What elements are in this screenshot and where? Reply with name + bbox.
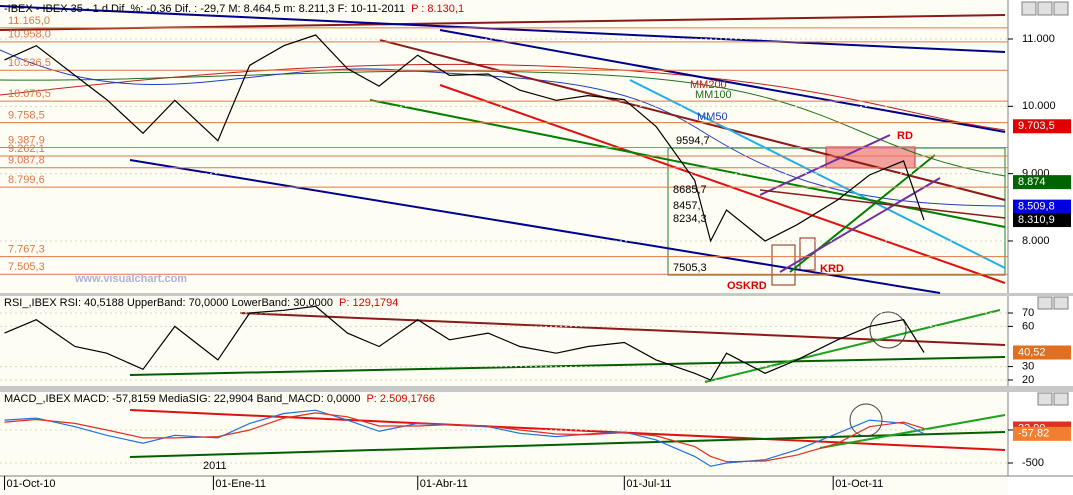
trendline xyxy=(759,189,1006,219)
trendline xyxy=(129,356,1006,376)
annotation: MM100 xyxy=(695,89,732,101)
x-tick-label: 01-Abr-11 xyxy=(420,478,468,490)
value-box-label: 40,52 xyxy=(1018,346,1046,358)
box xyxy=(799,237,816,271)
panel-title-p: P: 2.509,1766 xyxy=(366,393,435,405)
annotation: OSKRD xyxy=(727,280,767,292)
minimize-button[interactable] xyxy=(1021,1,1037,16)
x-tick-label: 01-Oct-10 xyxy=(7,478,56,490)
annotation: KRD xyxy=(820,263,844,275)
trendline xyxy=(129,431,1006,458)
trendline xyxy=(629,79,1006,269)
window-buttons xyxy=(1021,1,1069,406)
value-box xyxy=(1013,426,1071,441)
maximize-button[interactable] xyxy=(1037,392,1053,406)
level-label: 11.165,0 xyxy=(8,15,50,27)
panel-separator xyxy=(0,386,1073,392)
value-box-label: -57,82 xyxy=(1018,428,1049,440)
level-label: 9.087,8 xyxy=(8,155,45,167)
level-label: 10.536,5 xyxy=(8,57,51,69)
trendline xyxy=(819,414,1006,449)
close-button[interactable] xyxy=(1053,296,1069,310)
annotation: 8234,3 xyxy=(673,213,707,225)
panel-title-p: P: 129,1794 xyxy=(339,297,398,309)
value-box-label: 9.703,5 xyxy=(1018,120,1055,132)
close-button[interactable] xyxy=(1053,392,1069,406)
series-line xyxy=(4,412,925,463)
y-tick-label: 20 xyxy=(1022,374,1034,386)
value-box xyxy=(1013,175,1071,190)
close-button[interactable] xyxy=(1053,1,1069,16)
annotation: MM50 xyxy=(697,111,728,123)
trendline xyxy=(704,309,1001,383)
level-label: 8.799,6 xyxy=(8,174,45,186)
value-box xyxy=(1013,199,1071,214)
level-label: 9.262,1 xyxy=(8,143,45,155)
annotation: MM200 xyxy=(690,79,727,91)
trendline xyxy=(439,84,1006,284)
trendline xyxy=(759,134,891,196)
value-box-label: 8.310,9 xyxy=(1018,214,1055,226)
annotation: RD xyxy=(897,130,913,142)
panel-title: RSI_,IBEX RSI: 40,5188 UpperBand: 70,000… xyxy=(4,297,333,309)
annotation: www.visualchart.com xyxy=(74,273,187,285)
annotation: 9594,7 xyxy=(676,135,710,147)
panel-title: -IBEX - IBEX 35 - 1 d Dif. %: -0,36 Dif.… xyxy=(4,3,405,15)
y-tick-label: 70 xyxy=(1022,307,1034,319)
value-box xyxy=(1013,345,1071,360)
y-tick-label: 11.000 xyxy=(1022,33,1055,45)
x-tick-label: 01-Ene-11 xyxy=(215,478,266,490)
level-label: 10.076,5 xyxy=(8,88,51,100)
y-tick-label: 60 xyxy=(1022,320,1034,332)
panel-title-p: P : 8.130,1 xyxy=(411,3,464,15)
value-box xyxy=(1013,213,1071,228)
y-tick-label: 8.000 xyxy=(1022,235,1050,247)
y-tick-label: 30 xyxy=(1022,360,1034,372)
value-box xyxy=(1013,119,1071,134)
trendline xyxy=(0,5,1006,53)
y-tick-label: -500 xyxy=(1022,457,1044,469)
value-box-label: 8.874 xyxy=(1018,176,1046,188)
maximize-button[interactable] xyxy=(1037,1,1053,16)
x-tick-label: 01-Oct-11 xyxy=(835,478,883,490)
trendline xyxy=(129,409,1006,451)
highlight-circle xyxy=(869,311,907,349)
level-label: 10.958,0 xyxy=(8,29,51,41)
level-label: 9.758,5 xyxy=(8,109,45,121)
panel-title: MACD_,IBEX MACD: -57,8159 MediaSIG: 22,9… xyxy=(4,393,360,405)
panel-separator xyxy=(0,293,1073,296)
highlight-circle xyxy=(849,403,883,437)
trendline xyxy=(129,159,941,294)
series-line xyxy=(4,34,925,243)
y-tick-label: 10.000 xyxy=(1022,100,1056,112)
level-label: 9.387,9 xyxy=(8,134,45,146)
series-line xyxy=(4,305,925,381)
annotation: 7505,3 xyxy=(673,262,707,274)
trendline xyxy=(439,29,1006,133)
annotation: 8685,7 xyxy=(673,184,707,196)
level-label: 7.767,3 xyxy=(8,244,45,256)
annotation: 2011 xyxy=(203,460,227,472)
moving-average xyxy=(0,49,1006,207)
annotation: 8457, xyxy=(673,200,701,212)
maximize-button[interactable] xyxy=(1037,296,1053,310)
value-box-label: 8.509,8 xyxy=(1018,201,1055,213)
axis-area xyxy=(1008,0,1073,495)
level-label: 7.505,3 xyxy=(8,261,45,273)
x-tick-label: 01-Jul-11 xyxy=(626,478,671,490)
